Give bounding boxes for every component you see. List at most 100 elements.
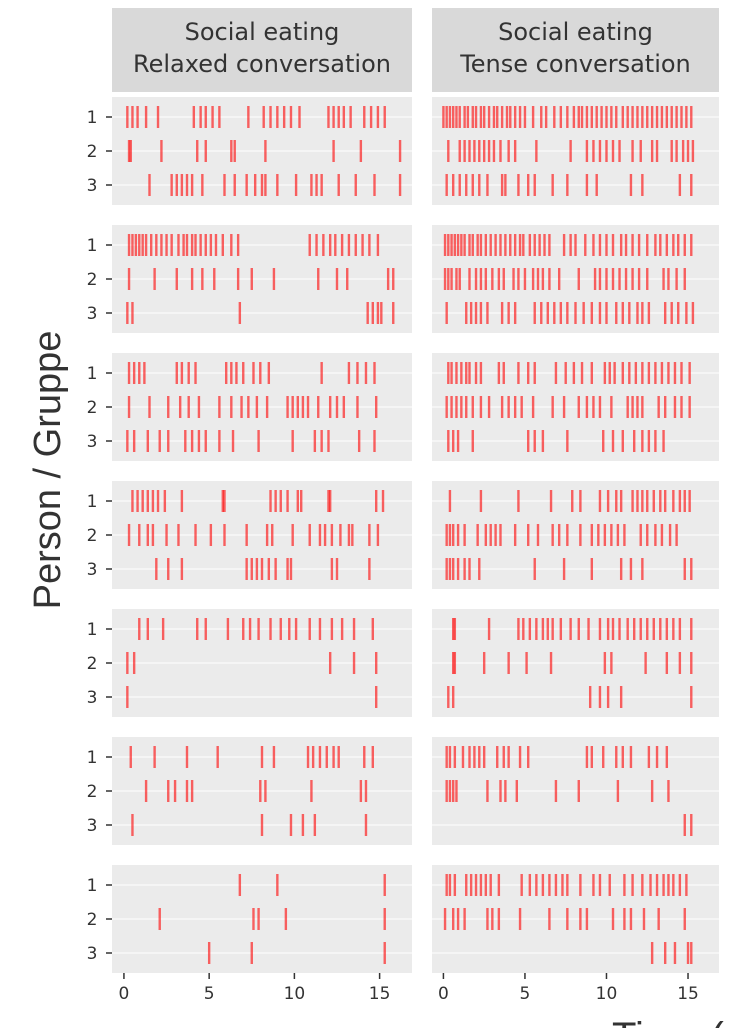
event-mark — [598, 302, 602, 324]
event-mark — [238, 874, 242, 896]
event-mark — [647, 362, 651, 384]
event-mark — [523, 106, 527, 128]
event-mark — [487, 140, 491, 162]
event-mark — [383, 106, 386, 128]
event-mark — [448, 490, 452, 512]
event-mark — [562, 558, 566, 580]
event-mark — [487, 618, 491, 640]
event-mark — [257, 618, 260, 640]
event-mark — [451, 686, 455, 708]
event-mark — [170, 234, 173, 256]
event-mark — [479, 396, 483, 418]
event-mark — [688, 490, 691, 512]
event-mark — [500, 302, 504, 324]
event-mark — [513, 140, 517, 162]
event-mark — [460, 234, 463, 256]
event-mark — [235, 362, 238, 384]
event-mark — [445, 106, 448, 128]
event-mark — [527, 174, 530, 196]
event-mark — [504, 234, 507, 256]
event-mark — [347, 234, 351, 256]
strip-label: Tense conversation — [459, 50, 691, 78]
event-mark — [541, 268, 545, 290]
event-mark — [646, 268, 649, 290]
event-mark — [327, 106, 330, 128]
event-mark — [225, 362, 228, 384]
event-mark — [631, 268, 634, 290]
y-axis-label: Person / Gruppe — [27, 331, 69, 610]
event-mark — [371, 746, 374, 768]
event-mark — [291, 430, 294, 452]
strip-label: Relaxed conversation — [133, 50, 391, 78]
event-mark — [691, 140, 695, 162]
event-mark — [451, 174, 455, 196]
event-mark — [165, 524, 168, 546]
event-mark — [301, 396, 305, 418]
event-mark — [585, 908, 589, 930]
event-mark — [255, 396, 259, 418]
event-mark — [330, 524, 334, 546]
event-mark — [569, 234, 572, 256]
event-mark — [610, 396, 613, 418]
event-mark — [262, 106, 265, 128]
event-mark — [522, 618, 525, 640]
event-mark — [505, 106, 509, 128]
event-mark — [610, 524, 613, 546]
event-mark — [603, 524, 607, 546]
event-mark — [328, 490, 332, 512]
event-mark — [590, 302, 594, 324]
event-mark — [460, 396, 463, 418]
event-mark — [566, 302, 569, 324]
event-mark — [523, 268, 527, 290]
event-mark — [236, 268, 240, 290]
event-mark — [267, 362, 271, 384]
event-mark — [678, 174, 682, 196]
event-mark — [260, 814, 264, 836]
event-mark — [447, 140, 450, 162]
event-mark — [361, 234, 364, 256]
event-mark — [335, 396, 339, 418]
event-mark — [216, 746, 219, 768]
event-mark — [688, 362, 691, 384]
event-mark — [618, 618, 621, 640]
event-mark — [641, 106, 644, 128]
event-mark — [380, 302, 383, 324]
event-mark — [453, 874, 457, 896]
event-mark — [197, 396, 201, 418]
event-mark — [663, 942, 667, 964]
event-mark — [618, 268, 621, 290]
event-mark — [615, 490, 618, 512]
event-mark — [306, 746, 310, 768]
event-mark — [527, 524, 530, 546]
event-mark — [500, 174, 504, 196]
event-mark — [259, 780, 262, 802]
event-mark — [465, 362, 468, 384]
event-mark — [587, 618, 590, 640]
y-tick-label: 1 — [87, 876, 98, 896]
event-mark — [376, 106, 380, 128]
event-mark — [621, 362, 624, 384]
event-mark — [138, 524, 141, 546]
event-mark — [540, 106, 543, 128]
event-mark — [204, 430, 207, 452]
event-mark — [204, 618, 207, 640]
event-mark — [177, 524, 180, 546]
event-mark — [453, 746, 457, 768]
event-mark — [342, 106, 346, 128]
event-mark — [566, 174, 569, 196]
y-tick-label: 3 — [87, 560, 98, 580]
event-mark — [520, 874, 523, 896]
event-mark — [474, 874, 478, 896]
event-mark — [180, 490, 184, 512]
event-mark — [151, 490, 155, 512]
event-mark — [553, 106, 556, 128]
event-mark — [603, 362, 607, 384]
event-mark — [479, 302, 483, 324]
event-mark — [175, 174, 178, 196]
event-mark — [448, 780, 452, 802]
event-mark — [443, 234, 447, 256]
event-mark — [621, 746, 624, 768]
event-mark — [487, 106, 491, 128]
x-tick-label: 0 — [438, 984, 449, 1004]
event-mark — [335, 268, 339, 290]
